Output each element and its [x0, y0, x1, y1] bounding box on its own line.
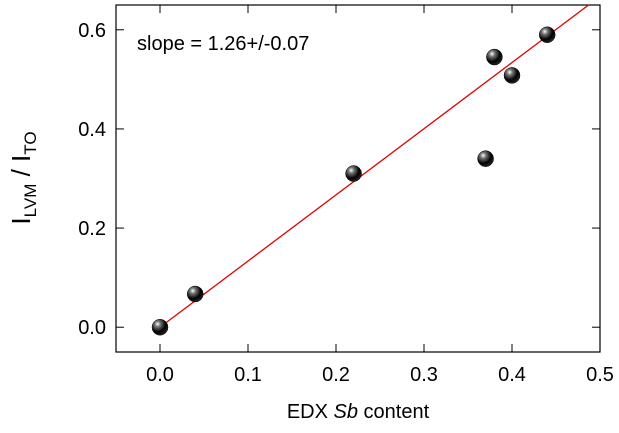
y-tick-label: 0.4	[78, 119, 106, 141]
data-point	[477, 150, 494, 167]
fit-line	[159, 4, 589, 328]
y-label-part: TO	[21, 131, 40, 154]
y-label-part: I	[6, 217, 36, 224]
y-axis-label: ILVM / ITO	[6, 131, 40, 224]
x-tick-label: 0.1	[234, 364, 262, 386]
x-tick-label: 0.5	[586, 364, 614, 386]
y-tick-label: 0.2	[78, 218, 106, 240]
x-tick-label: 0.0	[146, 364, 174, 386]
y-tick-label: 0.0	[78, 317, 106, 339]
x-tick-label: 0.4	[498, 364, 526, 386]
x-label-part: Sb	[334, 401, 358, 423]
x-tick-label: 0.3	[410, 364, 438, 386]
y-label-part: LVM	[21, 184, 40, 218]
annotation: slope = 1.26+/-0.07	[137, 33, 309, 55]
x-axis-label: EDX Sb content	[287, 401, 430, 423]
plot-frame	[115, 4, 601, 353]
y-tick-label: 0.6	[78, 20, 106, 42]
data-point	[151, 318, 169, 336]
data-point	[538, 26, 556, 43]
y-label-part: / I	[6, 155, 36, 184]
x-label-part: content	[358, 401, 430, 423]
data-point	[186, 285, 204, 303]
data-point	[486, 48, 503, 66]
x-tick-label: 0.2	[322, 364, 350, 386]
data-point	[503, 67, 521, 84]
data-point	[345, 165, 362, 182]
x-label-part: EDX	[287, 401, 334, 423]
